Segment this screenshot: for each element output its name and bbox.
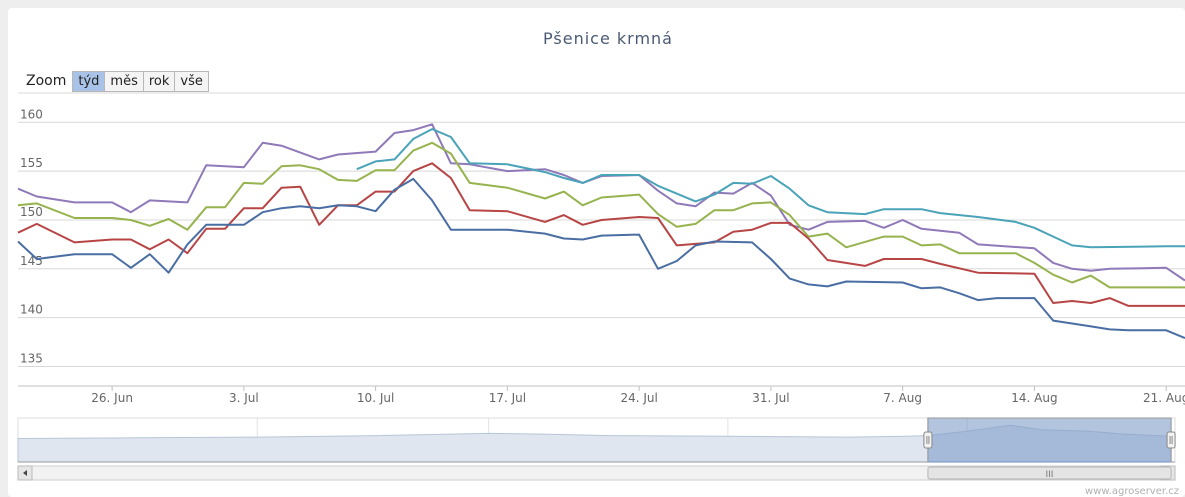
zoom-month-button[interactable]: měs bbox=[104, 70, 144, 92]
y-tick-label: 140 bbox=[20, 303, 43, 317]
x-tick-label: 21. Aug bbox=[1143, 391, 1185, 405]
x-tick-label: 31. Jul bbox=[752, 391, 789, 405]
zoom-year-button[interactable]: rok bbox=[142, 70, 176, 92]
x-tick-label: 26. Jun bbox=[91, 391, 133, 405]
navigator-outline bbox=[18, 417, 1175, 463]
zoom-week-button[interactable]: týd bbox=[72, 70, 106, 92]
x-tick-label: 10. Jul bbox=[357, 391, 394, 405]
zoom-label: Zoom bbox=[26, 73, 67, 89]
x-axis-labels: 26. Jun 3. Jul 10. Jul 17. Jul 24. Jul 31. Ju… bbox=[91, 391, 1185, 405]
navigator-handle-left[interactable] bbox=[923, 431, 933, 449]
chart-title: Pšenice krmná bbox=[543, 29, 673, 48]
x-tick-label: 24. Jul bbox=[620, 391, 657, 405]
y-tick-label: 145 bbox=[20, 254, 43, 268]
credits-text[interactable]: www.agroserver.cz bbox=[1085, 486, 1179, 497]
navigator-handle-right[interactable] bbox=[1166, 431, 1176, 449]
y-axis-labels: 135 140 145 150 155 160 bbox=[20, 107, 43, 365]
series-lines bbox=[17, 123, 1185, 340]
y-tick-label: 160 bbox=[20, 107, 43, 121]
series-line bbox=[17, 141, 1185, 289]
navigator-handle-body bbox=[923, 431, 933, 449]
x-tick-label: 7. Aug bbox=[883, 391, 922, 405]
series-line bbox=[17, 123, 1185, 282]
chart-svg: Pšenice krmná 135 140 145 150 155 160 26. Jun… bbox=[17, 29, 1185, 481]
scrollbar-grip: III bbox=[1046, 470, 1054, 480]
series-line bbox=[356, 128, 1185, 249]
series-line bbox=[17, 177, 1185, 340]
x-tick-label: 3. Jul bbox=[229, 391, 259, 405]
series-line bbox=[17, 162, 1185, 307]
y-tick-label: 150 bbox=[20, 205, 43, 219]
scrollbar-thumb[interactable] bbox=[927, 466, 1172, 480]
arrow-left-icon bbox=[23, 470, 27, 476]
navigator[interactable]: Jan '17Mar '17May '17Jul '17III bbox=[17, 417, 1176, 481]
zoom-all-button[interactable]: vše bbox=[174, 70, 209, 92]
grid bbox=[18, 92, 1185, 391]
y-tick-label: 155 bbox=[20, 156, 43, 170]
zoom-selector: Zoom týd měs rok vše bbox=[26, 70, 209, 92]
x-tick-label: 17. Jul bbox=[489, 391, 526, 405]
x-tick-label: 14. Aug bbox=[1011, 391, 1057, 405]
chart-container: Pšenice krmná 135 140 145 150 155 160 26. Jun… bbox=[8, 8, 1185, 497]
navigator-handle-body bbox=[1166, 431, 1176, 449]
navigator-selected-range bbox=[927, 417, 1172, 463]
y-tick-label: 135 bbox=[20, 351, 43, 365]
